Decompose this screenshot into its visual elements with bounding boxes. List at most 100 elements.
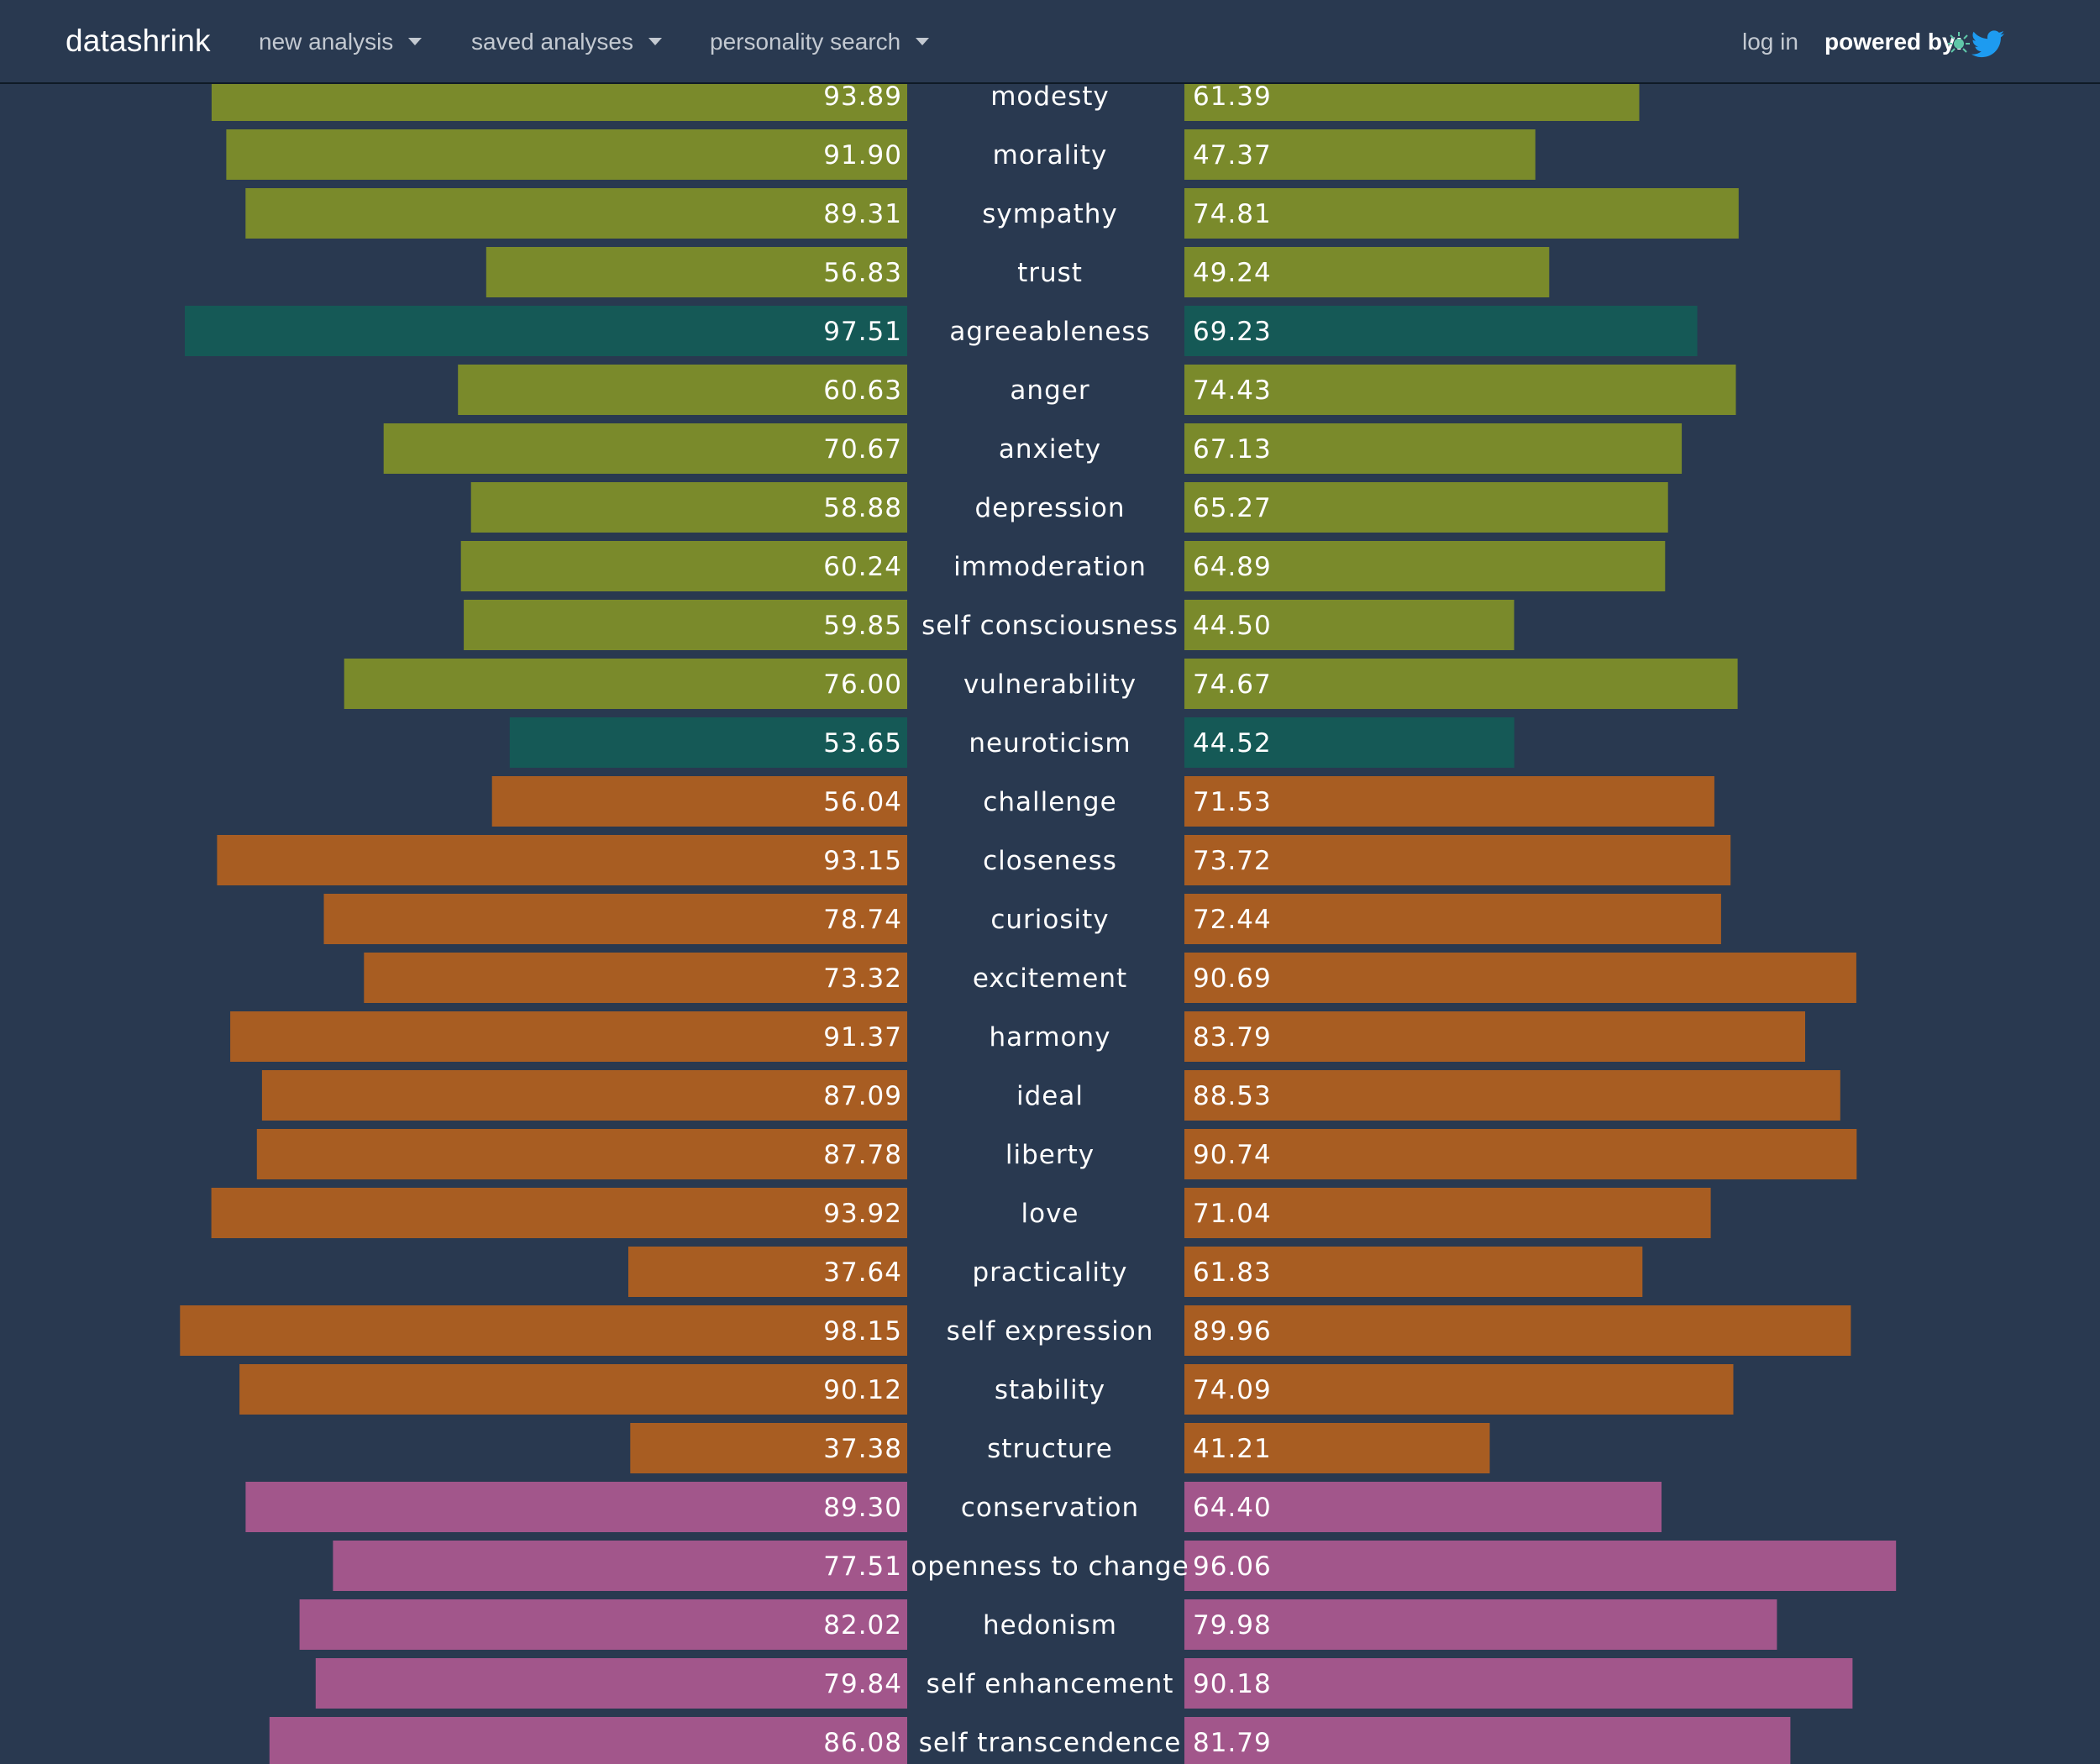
bar-left-hedonism <box>299 1599 908 1650</box>
chart-row-hedonism: 82.02 79.98 hedonism <box>299 1599 1777 1650</box>
category-label-trust: trust <box>1017 258 1083 288</box>
category-label-sympathy: sympathy <box>982 199 1118 229</box>
value-label-left-challenge: 56.04 <box>823 787 902 817</box>
bar-right-self-enhancement <box>1184 1658 1853 1709</box>
chart-row-excitement: 73.32 90.69 excitement <box>364 953 1856 1003</box>
value-label-left-anger: 60.63 <box>823 375 902 406</box>
bar-right-depression <box>1184 482 1668 533</box>
bar-left-stability <box>239 1364 908 1415</box>
chart-row-anger: 60.63 74.43 anger <box>458 365 1736 415</box>
bar-left-structure <box>630 1423 907 1473</box>
value-label-left-conservation: 89.30 <box>823 1493 902 1523</box>
value-label-right-structure: 41.21 <box>1193 1434 1272 1464</box>
bar-left-harmony <box>230 1011 908 1062</box>
bar-right-liberty <box>1184 1129 1857 1179</box>
chart-row-anxiety: 70.67 67.13 anxiety <box>383 423 1683 474</box>
value-label-left-self-consciousness: 59.85 <box>823 611 902 641</box>
chart-row-self-enhancement: 79.84 90.18 self enhancement <box>315 1658 1853 1709</box>
bar-left-self-expression <box>180 1305 908 1356</box>
value-label-right-harmony: 83.79 <box>1193 1022 1272 1053</box>
value-label-right-stability: 74.09 <box>1193 1375 1272 1405</box>
chart-row-depression: 58.88 65.27 depression <box>470 482 1668 533</box>
nav-new-analysis[interactable]: new analysis <box>259 29 423 55</box>
login-link[interactable]: log in <box>1742 29 1798 55</box>
chart-row-sympathy: 89.31 74.81 sympathy <box>245 188 1739 239</box>
value-label-left-curiosity: 78.74 <box>823 905 902 935</box>
bar-left-curiosity <box>323 894 907 944</box>
bar-right-sympathy <box>1184 188 1739 239</box>
bar-right-agreeableness <box>1184 306 1698 356</box>
value-label-right-conservation: 64.40 <box>1193 1493 1272 1523</box>
value-label-left-morality: 91.90 <box>823 140 902 171</box>
chart-row-conservation: 89.30 64.40 conservation <box>245 1482 1662 1532</box>
value-label-left-self-expression: 98.15 <box>823 1316 902 1347</box>
chevron-down-icon <box>408 38 423 46</box>
category-label-depression: depression <box>974 493 1125 523</box>
bar-right-self-expression <box>1184 1305 1851 1356</box>
value-label-left-liberty: 87.78 <box>823 1140 902 1170</box>
category-label-self-consciousness: self consciousness <box>921 611 1179 641</box>
bar-right-self-consciousness <box>1184 600 1515 650</box>
bar-left-challenge <box>491 776 907 827</box>
value-label-left-depression: 58.88 <box>823 493 902 523</box>
chart-row-ideal: 87.09 88.53 ideal <box>261 1070 1840 1121</box>
bar-right-structure <box>1184 1423 1490 1473</box>
nav-saved-analyses[interactable]: saved analyses <box>471 29 663 55</box>
value-label-left-vulnerability: 76.00 <box>823 669 902 700</box>
value-label-left-self-enhancement: 79.84 <box>823 1669 902 1699</box>
value-label-right-love: 71.04 <box>1193 1199 1272 1229</box>
bar-right-stability <box>1184 1364 1734 1415</box>
bar-left-trust <box>486 247 907 297</box>
bar-right-self-transcendence <box>1184 1717 1791 1764</box>
bar-right-hedonism <box>1184 1599 1777 1650</box>
bar-left-vulnerability <box>344 659 907 709</box>
nav-saved-analyses-label: saved analyses <box>471 29 634 55</box>
category-label-ideal: ideal <box>1016 1081 1084 1111</box>
value-label-right-excitement: 90.69 <box>1193 963 1272 994</box>
bar-left-anxiety <box>383 423 907 474</box>
bar-left-excitement <box>364 953 907 1003</box>
category-label-structure: structure <box>987 1434 1113 1464</box>
category-label-curiosity: curiosity <box>990 905 1109 935</box>
powered-by-icons <box>1948 30 2004 58</box>
chart-row-self-expression: 98.15 89.96 self expression <box>180 1305 1851 1356</box>
value-label-left-harmony: 91.37 <box>823 1022 902 1053</box>
bar-left-immoderation <box>460 541 907 591</box>
value-label-right-immoderation: 64.89 <box>1193 552 1272 582</box>
value-label-left-ideal: 87.09 <box>823 1081 902 1111</box>
ibm-watson-icon <box>1948 32 1970 53</box>
category-label-openness-to-change: openness to change <box>911 1551 1189 1582</box>
chart-row-agreeableness: 97.51 69.23 agreeableness <box>185 306 1698 356</box>
bar-left-conservation <box>245 1482 907 1532</box>
category-label-challenge: challenge <box>983 787 1116 817</box>
value-label-right-depression: 65.27 <box>1193 493 1272 523</box>
nav-personality-search[interactable]: personality search <box>710 29 930 55</box>
bar-right-trust <box>1184 247 1550 297</box>
brand-logo[interactable]: datashrink <box>66 24 211 58</box>
chart-row-vulnerability: 76.00 74.67 vulnerability <box>344 659 1738 709</box>
category-label-liberty: liberty <box>1005 1140 1095 1170</box>
value-label-left-closeness: 93.15 <box>823 846 902 876</box>
bar-right-conservation <box>1184 1482 1662 1532</box>
value-label-right-practicality: 61.83 <box>1193 1257 1272 1288</box>
bar-right-practicality <box>1184 1247 1643 1297</box>
bar-left-depression <box>470 482 907 533</box>
nav-new-analysis-label: new analysis <box>259 29 394 55</box>
bar-left-practicality <box>628 1247 907 1297</box>
chart-row-closeness: 93.15 73.72 closeness <box>217 835 1731 885</box>
navbar: datashrink new analysis saved analyses p… <box>0 0 2100 84</box>
value-label-left-neuroticism: 53.65 <box>823 728 902 759</box>
bar-right-immoderation <box>1184 541 1666 591</box>
category-label-modesty: modesty <box>990 84 1110 112</box>
bar-right-excitement <box>1184 953 1856 1003</box>
bar-right-vulnerability <box>1184 659 1738 709</box>
bar-left-love <box>211 1188 908 1238</box>
value-label-right-self-transcendence: 81.79 <box>1193 1728 1272 1758</box>
value-label-right-agreeableness: 69.23 <box>1193 317 1272 347</box>
value-label-left-self-transcendence: 86.08 <box>823 1728 902 1758</box>
chevron-down-icon <box>916 38 930 46</box>
bar-left-ideal <box>261 1070 907 1121</box>
value-label-left-anxiety: 70.67 <box>823 434 902 465</box>
chart-row-liberty: 87.78 90.74 liberty <box>256 1129 1857 1179</box>
category-label-closeness: closeness <box>983 846 1117 876</box>
